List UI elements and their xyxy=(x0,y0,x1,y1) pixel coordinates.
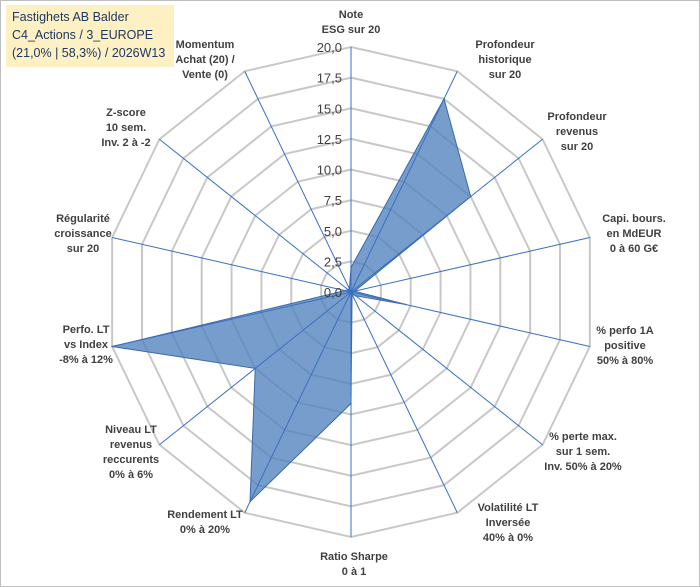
radar-axis-labels: Note ESG sur 20 Profondeur historique sur 20… xyxy=(54,9,666,578)
radar-spoke xyxy=(350,236,590,293)
radar-spoke xyxy=(159,138,352,293)
tick-label: 12,5 xyxy=(317,132,342,147)
tick-label: 5,0 xyxy=(324,224,342,239)
axis-label: Rendement LT 0% à 20% xyxy=(167,509,243,536)
axis-label: Perfo. LT vs Index -8% à 12% xyxy=(59,324,113,366)
radar-spoke xyxy=(350,291,458,513)
axis-label: % perte max. sur 1 sem. Inv. 50% à 20% xyxy=(544,431,622,473)
axis-label: Momentum Achat (20) / Vente (0) xyxy=(175,39,234,81)
tick-label: 0,0 xyxy=(324,285,342,300)
radar-spoke xyxy=(112,236,352,293)
tick-label: 7,5 xyxy=(324,193,342,208)
axis-label: Capi. bours. en MdEUR 0 à 60 G€ xyxy=(602,213,666,255)
radar-spokes xyxy=(112,47,590,537)
axis-label: Profondeur historique sur 20 xyxy=(475,39,535,81)
category-label: C4_Actions / 3_EUROPE xyxy=(12,28,154,42)
axis-label: Régularité croissance sur 20 xyxy=(54,213,111,255)
axis-label: Profondeur revenus sur 20 xyxy=(547,111,607,153)
axis-label: % perfo 1A positive 50% à 80% xyxy=(596,325,654,367)
radar-spoke xyxy=(350,138,543,293)
radar-spoke xyxy=(350,291,543,446)
axis-label: Note ESG sur 20 xyxy=(322,9,381,36)
axis-label: Niveau LT revenus reccurents 0% à 6% xyxy=(103,424,159,481)
radar-spoke xyxy=(350,291,590,348)
tick-label: 15,0 xyxy=(317,101,342,116)
radar-spoke xyxy=(244,71,352,293)
score-week-label: (21,0% | 58,3%) / 2026W13 xyxy=(12,46,166,60)
tick-label: 10,0 xyxy=(317,163,342,178)
axis-label: Z-score 10 sem. Inv. 2 à -2 xyxy=(101,107,150,149)
company-name: Fastighets AB Balder xyxy=(12,10,129,24)
axis-label: Volatilité LT Inversée 40% à 0% xyxy=(478,502,539,544)
radar-spoke xyxy=(350,71,458,293)
radar-spoke xyxy=(244,291,352,513)
chart-title-box: Fastighets AB Balder C4_Actions / 3_EURO… xyxy=(6,5,174,67)
tick-label: 20,0 xyxy=(317,40,342,55)
axis-label: Ratio Sharpe 0 à 1 xyxy=(320,551,388,578)
tick-label: 17,5 xyxy=(317,71,342,86)
radar-spoke xyxy=(159,291,352,446)
radar-spoke xyxy=(112,291,352,348)
tick-label: 2,5 xyxy=(324,254,342,269)
radar-tick-labels: 0,0 2,5 5,0 7,5 10,0 12,5 15,0 17,5 20,0 xyxy=(317,40,342,300)
